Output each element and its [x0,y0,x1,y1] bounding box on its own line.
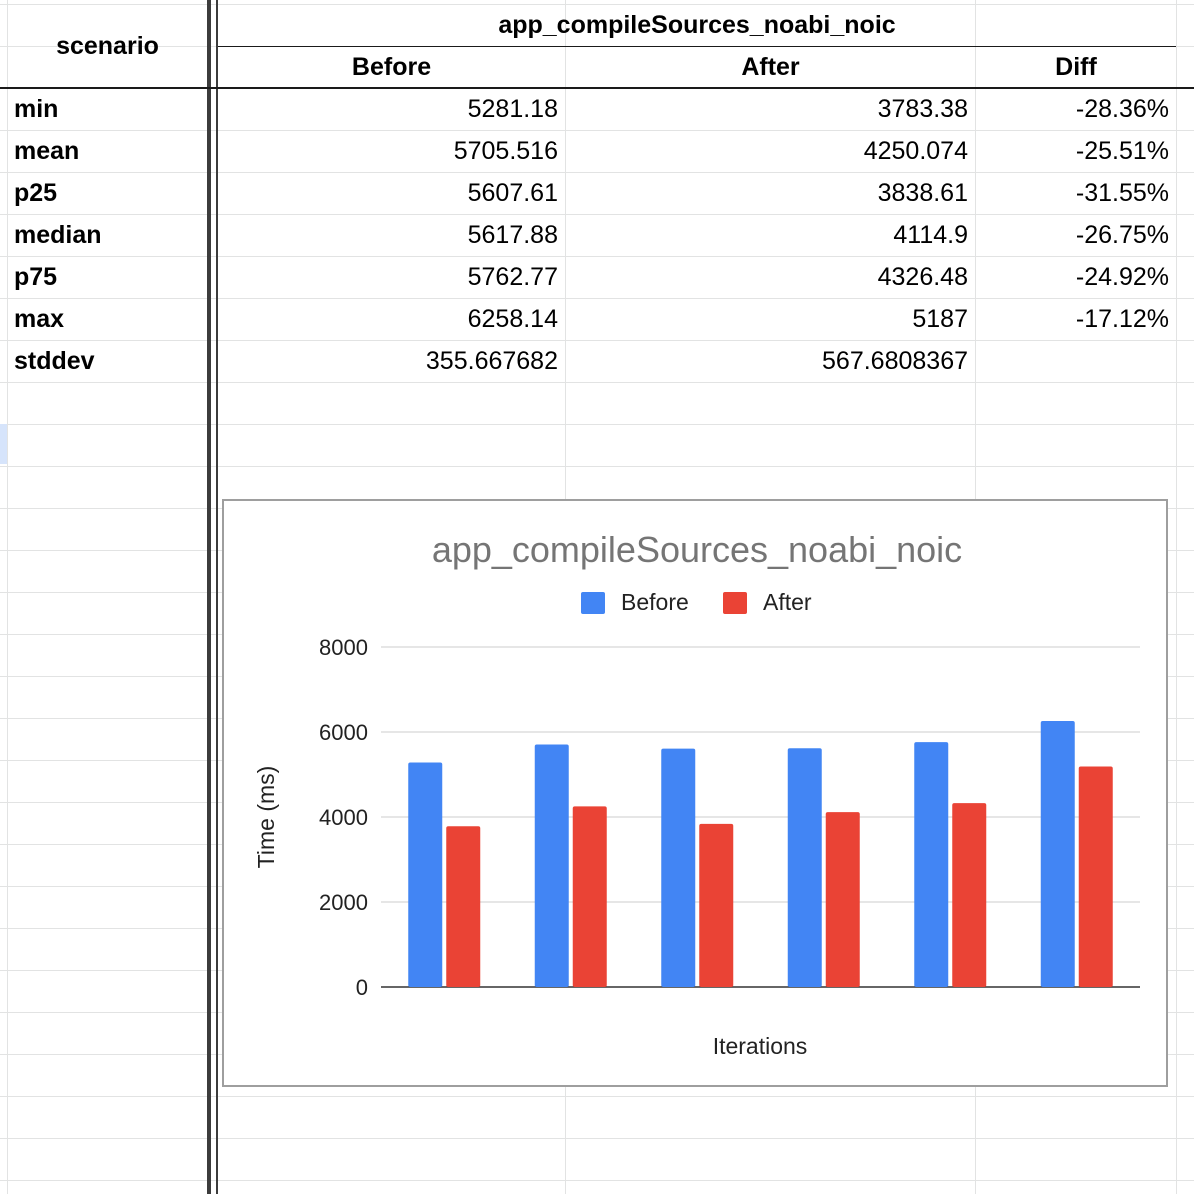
after-value-cell[interactable]: 3783.38 [877,95,968,123]
column-gridline [7,0,8,1194]
row-gridline [0,466,1194,467]
chart-gridlines [381,646,1140,988]
legend-swatch-before [581,592,605,614]
after-value-cell[interactable]: 4114.9 [893,221,968,249]
after-value-cell[interactable]: 5187 [912,305,968,333]
chart-title: app_compileSources_noabi_noic [432,529,962,570]
row-gridline [0,298,1194,299]
header-underline [218,46,1176,47]
row-label-cell[interactable]: max [14,305,65,333]
y-tick-label: 2000 [319,890,368,915]
row-gridline [0,256,1194,257]
bar-after-3[interactable] [699,823,734,987]
row-gridline [0,1096,1194,1097]
row-gridline [0,1180,1194,1181]
legend-label-after[interactable]: After [763,589,812,615]
row-label-cell[interactable]: min [14,95,59,123]
row-selection-marker [0,424,7,464]
before-value-cell[interactable]: 5762.77 [467,263,558,291]
diff-value-cell[interactable] [976,340,1169,382]
row-label-cell[interactable]: p75 [14,263,58,291]
after-value-cell[interactable]: 4250.074 [863,137,968,165]
row-label-cell[interactable]: stddev [14,347,95,375]
y-tick-label: 8000 [319,635,368,660]
legend-label-before[interactable]: Before [621,589,689,615]
column-border [216,0,218,1194]
before-value-cell[interactable]: 5617.88 [467,221,558,249]
bar-before-4[interactable] [787,748,822,987]
bar-before-2[interactable] [534,744,569,987]
row-gridline [0,130,1194,131]
group-title-cell[interactable]: app_compileSources_noabi_noic [498,11,896,39]
row-gridline [0,424,1194,425]
before-value-cell[interactable]: 5281.18 [467,95,558,123]
bar-before-3[interactable] [661,748,696,987]
diff-value-cell[interactable]: -17.12% [1075,305,1169,333]
y-tick-label: 6000 [319,720,368,745]
y-tick-label: 4000 [319,805,368,830]
diff-value-cell[interactable]: -24.92% [1075,263,1169,291]
y-tick-label: 0 [356,975,368,1000]
frozen-column-divider[interactable] [207,0,211,1194]
diff-value-cell[interactable]: -26.75% [1075,221,1169,249]
bar-after-6[interactable] [1078,766,1113,987]
before-value-cell[interactable]: 5705.516 [453,137,558,165]
after-value-cell[interactable]: 3838.61 [877,179,968,207]
before-value-cell[interactable]: 355.667682 [425,347,558,375]
bar-after-5[interactable] [952,803,987,987]
bar-after-1[interactable] [446,826,481,987]
row-gridline [0,172,1194,173]
bar-chart[interactable]: app_compileSources_noabi_noic Before Aft… [222,499,1168,1087]
diff-value-cell[interactable]: -25.51% [1075,137,1169,165]
bar-before-1[interactable] [408,762,443,987]
bar-after-2[interactable] [572,806,607,987]
column-gridline [1176,0,1177,1194]
row-gridline [0,340,1194,341]
legend-swatch-after [723,592,747,614]
before-header-cell[interactable]: Before [351,53,432,81]
row-label-cell[interactable]: mean [14,137,80,165]
bar-after-4[interactable] [825,812,860,987]
row-gridline [0,382,1194,383]
row-label-cell[interactable]: p25 [14,179,58,207]
before-value-cell[interactable]: 5607.61 [467,179,558,207]
header-bottom-border [0,87,1194,89]
row-label-cell[interactable]: median [14,221,102,249]
diff-header-cell[interactable]: Diff [1055,53,1097,81]
chart-bars [408,721,1113,987]
y-axis-ticks: 0 2000 4000 6000 8000 [319,635,368,1000]
after-value-cell[interactable]: 567.6808367 [822,347,968,375]
diff-value-cell[interactable]: -28.36% [1075,95,1169,123]
y-axis-label: Time (ms) [253,766,279,869]
after-header-cell[interactable]: After [741,53,800,81]
bar-before-5[interactable] [914,742,949,987]
row-gridline [0,214,1194,215]
row-gridline [0,1138,1194,1139]
chart-canvas: app_compileSources_noabi_noic Before Aft… [253,529,1140,1059]
after-value-cell[interactable]: 4326.48 [877,263,968,291]
before-value-cell[interactable]: 6258.14 [467,305,558,333]
row-gridline [0,4,1194,5]
scenario-header-cell[interactable]: scenario [56,32,159,60]
bar-before-6[interactable] [1040,721,1075,987]
diff-value-cell[interactable]: -31.55% [1075,179,1169,207]
x-axis-label: Iterations [713,1033,808,1059]
